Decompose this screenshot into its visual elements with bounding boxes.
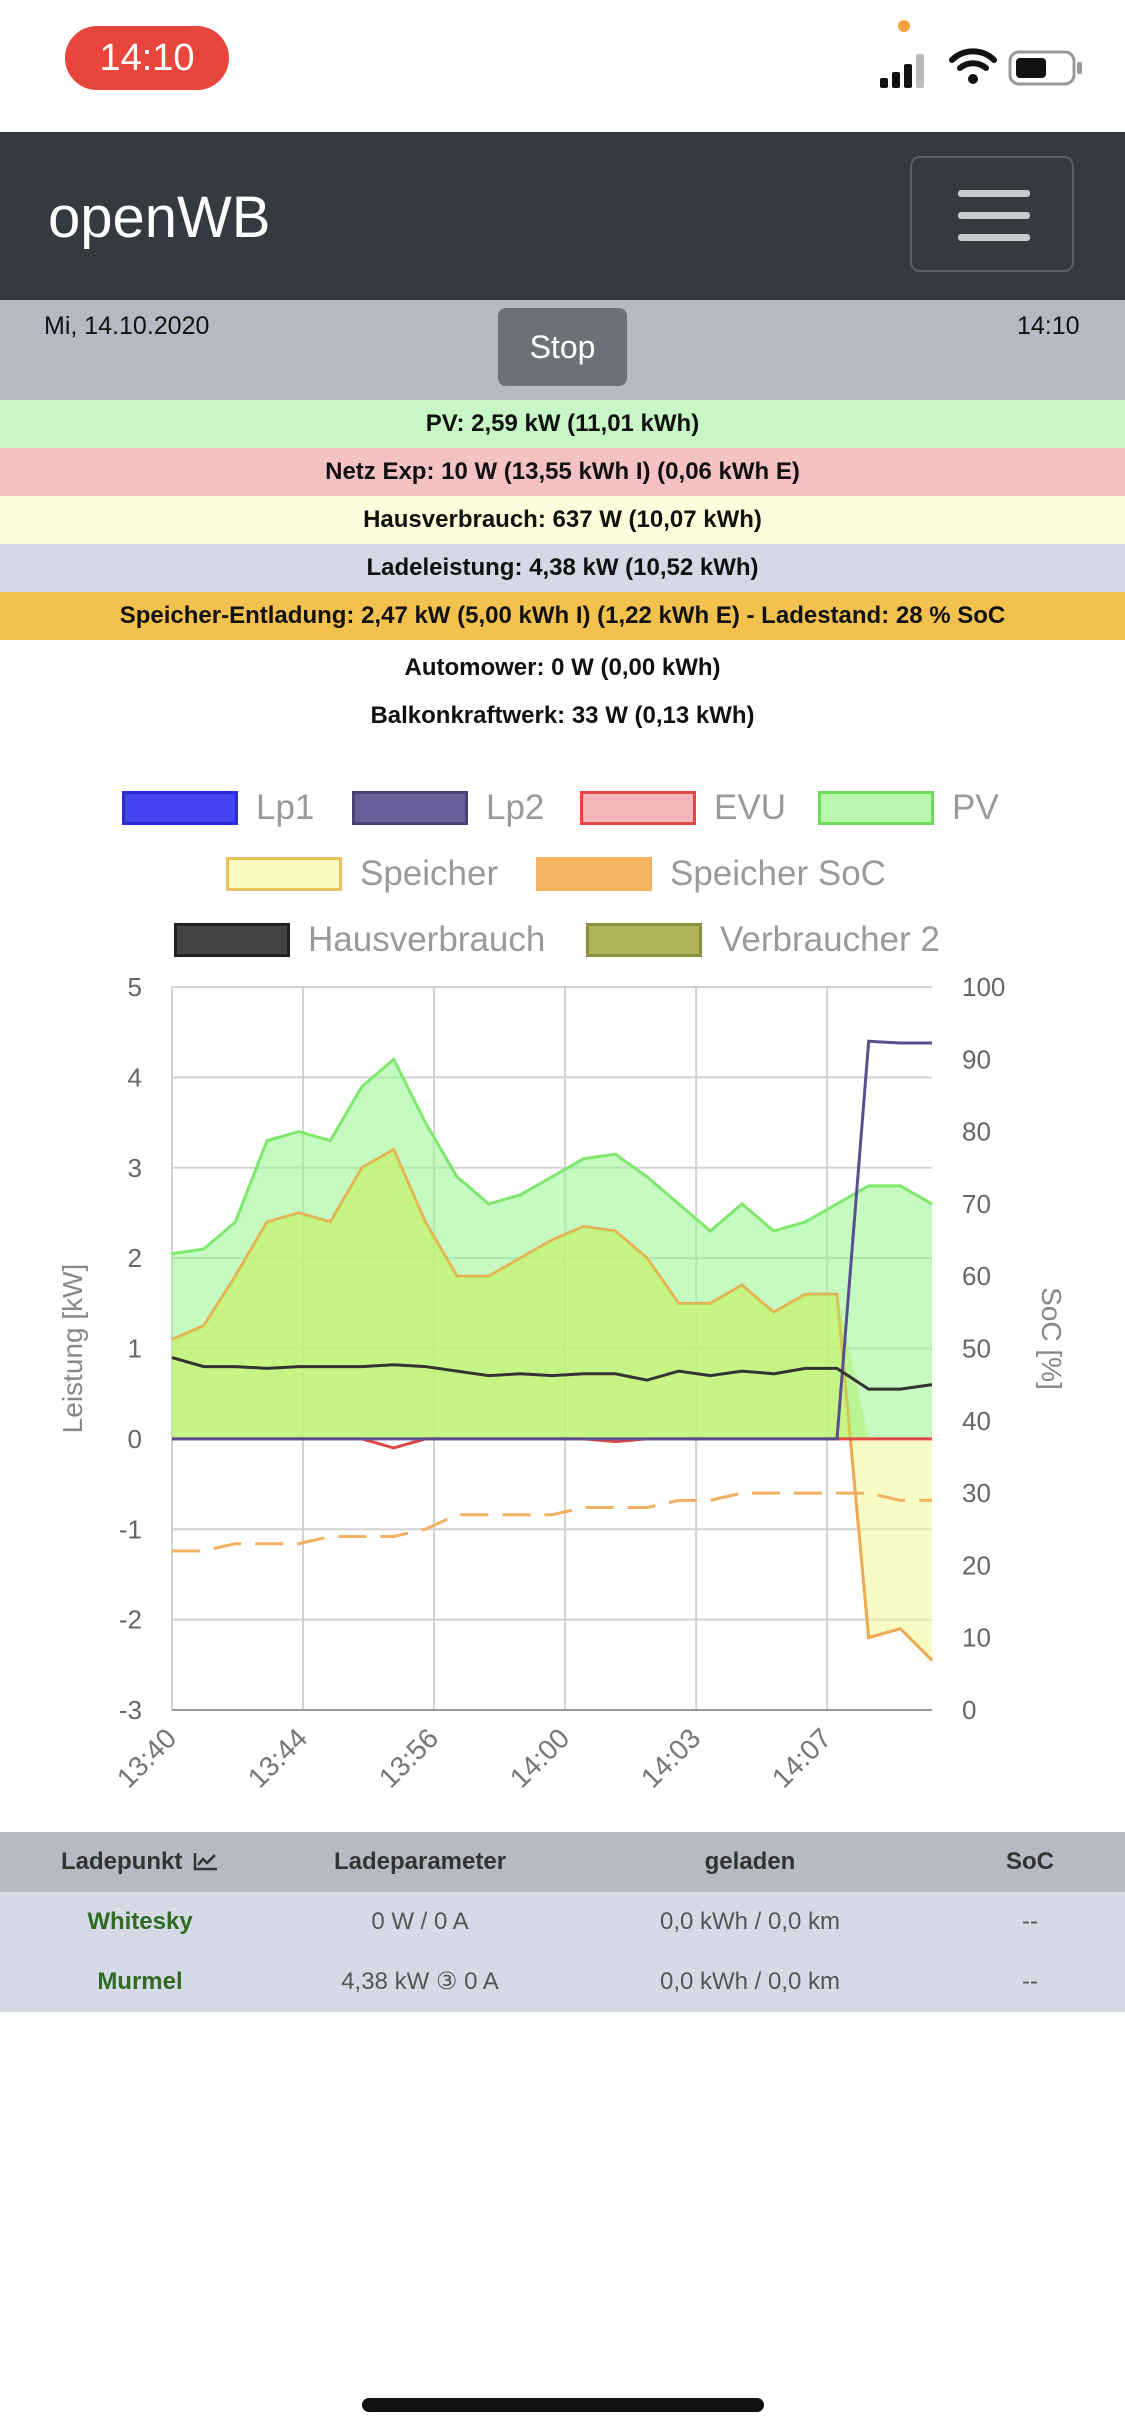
legend-item-pv[interactable]: PV [818,788,999,828]
y2-tick-label: 20 [962,1550,991,1580]
balkonkraftwerk-info-row: Balkonkraftwerk: 33 W (0,13 kWh) [370,702,755,729]
y2-tick-label: 40 [962,1406,991,1436]
y2-tick-label: 80 [962,1117,991,1147]
x-tick-label: 13:44 [242,1722,313,1793]
column-header-geladen: geladen [704,1848,796,1875]
table-row [0,1892,1125,1952]
legend-item-hausverbrauch[interactable]: Hausverbrauch [174,920,545,960]
y-axis-label: Leistung [kW] [57,1264,88,1434]
legend-swatch [586,923,702,957]
y-tick-label: 4 [128,1062,142,1092]
y2-tick-label: 30 [962,1478,991,1508]
legend-swatch [536,857,652,891]
y2-tick-label: 70 [962,1189,991,1219]
legend-label: Lp2 [486,788,545,827]
column-header-ladeparameter: Ladeparameter [333,1848,507,1875]
y-tick-label: 1 [128,1334,142,1364]
pv-info-row: PV: 2,59 kW (11,01 kWh) [0,400,1125,448]
x-tick-label: 14:07 [766,1722,837,1793]
legend-label: Lp1 [256,788,315,827]
y2-tick-label: 60 [962,1261,991,1291]
legend-swatch [174,923,290,957]
y2-tick-label: 90 [962,1044,991,1074]
soc-value: -- [1022,1968,1038,1995]
y-tick-label: 0 [128,1424,142,1454]
legend-label: Hausverbrauch [308,920,546,959]
date-label: Mi, 14.10.2020 [44,312,210,340]
home-indicator [362,2398,764,2412]
legend-item-lp2[interactable]: Lp2 [352,788,544,828]
speicher-info-row: Speicher-Entladung: 2,47 kW (5,00 kWh I)… [0,592,1125,640]
x-tick-label: 14:00 [504,1722,575,1793]
automower-info-row: Automower: 0 W (0,00 kWh) [404,654,721,681]
legend-item-speicher[interactable]: Speicher [226,854,498,894]
geladen-value: 0,0 kWh / 0,0 km [659,1908,841,1935]
legend-item-evu[interactable]: EVU [580,788,786,828]
stop-button[interactable]: Stop [498,308,627,386]
y-tick-label: 3 [128,1153,142,1183]
y2-tick-label: 50 [962,1334,991,1364]
legend-swatch [352,791,468,825]
y2-tick-label: 10 [962,1623,991,1653]
legend-label: Verbraucher 2 [720,920,940,959]
wifi-icon [949,48,997,84]
y2-axis-label: SoC [%] [1036,1287,1067,1390]
brand-title[interactable]: openWB [48,185,271,250]
ladeparameter-value: 0 W / 0 A [371,1908,469,1935]
privacy-indicator-dot [898,20,910,32]
cellular-signal-icon [880,54,924,88]
x-tick-label: 13:56 [373,1722,444,1793]
speicher-soc-line [172,1491,932,1553]
hausverbrauch-info-row: Hausverbrauch: 637 W (10,07 kWh) [0,496,1125,544]
lp2-line [172,1039,932,1441]
speicher-area [172,1149,932,1661]
legend-label: PV [952,788,999,827]
y-tick-label: -2 [119,1605,142,1635]
navbar [0,132,1125,300]
soc-value: -- [1022,1908,1038,1935]
legend-swatch [122,791,238,825]
y-tick-label: -1 [119,1514,142,1544]
clock-label: 14:10 [1017,312,1080,340]
legend-swatch [818,791,934,825]
speicher-line [171,1147,934,1662]
legend-swatch [226,857,342,891]
legend-label: Speicher [360,854,499,893]
ladepunkt-name[interactable]: Murmel [97,1968,183,1995]
battery-icon [1008,50,1082,86]
column-header-ladepunkt: Ladepunkt [40,1832,240,1892]
netz-info-row: Netz Exp: 10 W (13,55 kWh I) (0,06 kWh E… [0,448,1125,496]
legend-label: Speicher SoC [670,854,886,893]
status-time: 14:10 [65,26,229,90]
column-header-label: Ladepunkt [60,1848,183,1875]
geladen-value: 0,0 kWh / 0,0 km [659,1968,841,1995]
y-tick-label: 2 [128,1243,142,1273]
legend-item-verbraucher-2[interactable]: Verbraucher 2 [586,920,940,960]
pv-line [171,1056,933,1256]
menu-button[interactable] [910,156,1074,272]
ladeparameter-value: 4,38 kW ③ 0 A [341,1968,499,1995]
chart-line-icon[interactable] [193,1851,219,1871]
legend-item-speicher-soc[interactable]: Speicher SoC [536,854,886,894]
y-tick-label: 5 [128,972,142,1002]
ladeleistung-info-row: Ladeleistung: 4,38 kW (10,52 kWh) [0,544,1125,592]
table-header-row [0,1832,1125,1892]
table-row [0,1952,1125,2012]
legend-item-lp1[interactable]: Lp1 [122,788,314,828]
x-tick-label: 13:40 [111,1722,182,1793]
y-tick-label: -3 [119,1695,142,1725]
legend-swatch [580,791,696,825]
column-header-soc: SoC [1006,1848,1054,1875]
y2-tick-label: 0 [962,1695,976,1725]
x-tick-label: 14:03 [635,1722,706,1793]
ladepunkt-name[interactable]: Whitesky [87,1908,193,1935]
legend-label: EVU [714,788,786,827]
y2-tick-label: 100 [962,972,1005,1002]
hausverbrauch-line [171,1356,933,1391]
